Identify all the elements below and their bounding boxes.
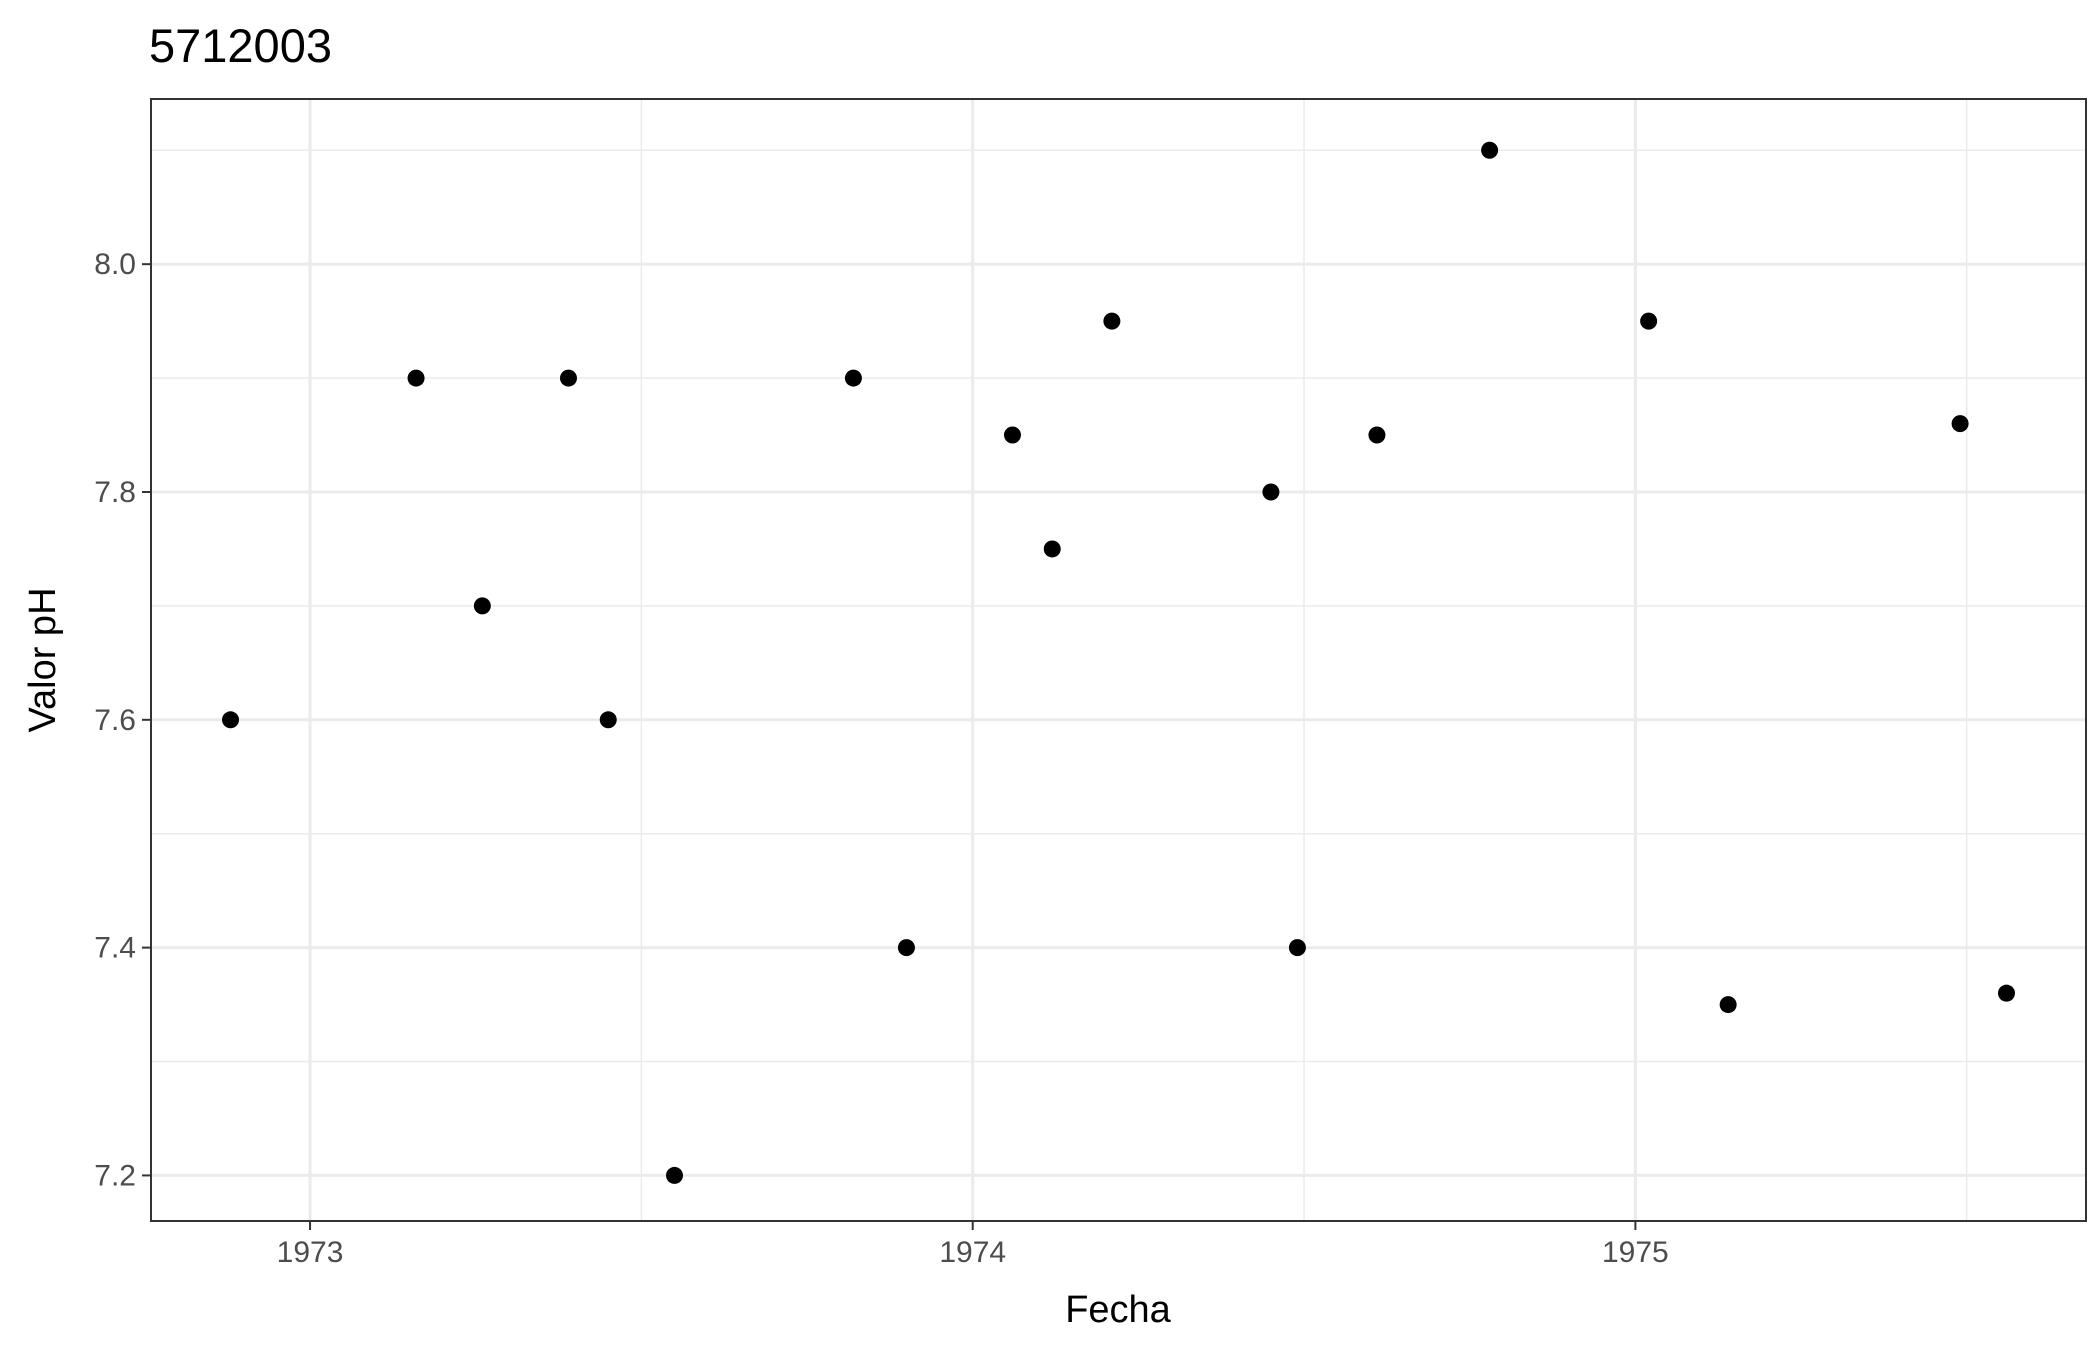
data-point [1481, 141, 1499, 159]
axis-ticks [142, 263, 1637, 1230]
data-point [1262, 483, 1280, 501]
data-point [407, 369, 425, 387]
y-tick-label: 7.2 [94, 1159, 136, 1192]
data-point [1003, 426, 1021, 444]
chart-title: 5712003 [149, 19, 332, 72]
y-tick-label: 7.8 [94, 476, 136, 509]
x-tick-label: 1973 [277, 1236, 344, 1269]
data-point [1043, 540, 1061, 558]
data-point [1288, 939, 1306, 957]
plot-panel-border [150, 98, 2087, 1222]
y-axis-tick-labels: 7.2 7.4 7.6 7.8 8.0 [94, 248, 136, 1192]
x-axis-tick-labels: 1973 1974 1975 [277, 1236, 1669, 1269]
y-tick-label: 8.0 [94, 248, 136, 281]
y-tick-label: 7.6 [94, 704, 136, 737]
data-point [1951, 415, 1969, 433]
data-point [666, 1166, 684, 1184]
data-point [559, 369, 577, 387]
data-point [897, 939, 915, 957]
y-axis-title: Valor pH [22, 587, 64, 732]
data-point [1368, 426, 1386, 444]
data-point [1103, 312, 1121, 330]
data-point [1997, 984, 2015, 1002]
data-point [1640, 312, 1658, 330]
x-axis-title: Fecha [1065, 1289, 1171, 1331]
x-tick-label: 1974 [939, 1236, 1006, 1269]
data-point [599, 711, 617, 729]
data-points [222, 141, 2015, 1184]
data-point [222, 711, 240, 729]
x-tick-label: 1975 [1602, 1236, 1669, 1269]
data-point [1719, 996, 1737, 1014]
gridlines [151, 99, 2086, 1221]
data-point [844, 369, 862, 387]
y-tick-label: 7.4 [94, 932, 136, 965]
data-point [473, 597, 491, 615]
